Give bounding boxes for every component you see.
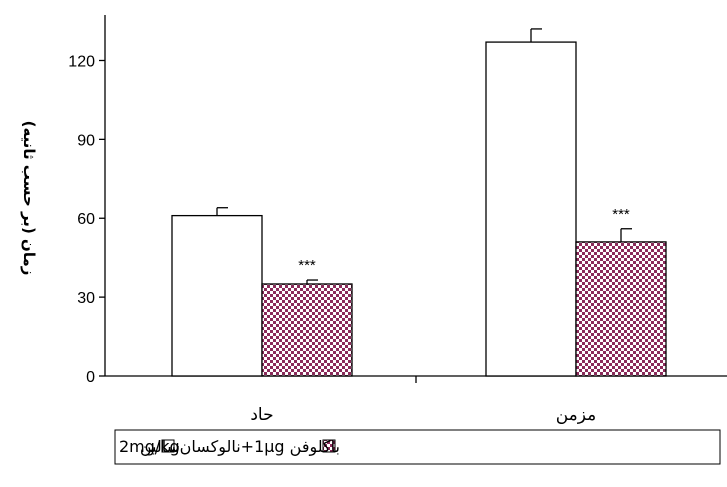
- bars-group: [171, 41, 667, 377]
- x-category-label: مزمن: [556, 405, 597, 425]
- category-labels-group: حاد مزمن: [250, 405, 596, 425]
- y-tick-label: 120: [68, 53, 95, 70]
- x-category-label: حاد: [250, 405, 273, 425]
- significance-marker: ***: [298, 257, 316, 274]
- y-ticks-group: 0 30 60 90 120: [68, 53, 105, 386]
- bar: [575, 241, 667, 377]
- legend-swatch-treatment: [322, 439, 336, 453]
- legend-frame: [114, 429, 721, 465]
- legend-swatch-saline: [161, 439, 175, 453]
- legend-label-saline: سالين: [140, 437, 180, 457]
- error-bars-group: *** ***: [216, 28, 632, 284]
- significance-marker: ***: [612, 206, 630, 223]
- y-tick-label: 60: [77, 211, 95, 228]
- bar: [485, 41, 577, 377]
- legend-label-treatment: باکلوفن 1μg+نالوکسان2mg/kg: [119, 437, 340, 457]
- bar: [171, 214, 263, 377]
- y-axis-label: زمان (بر حسب ثانیه): [20, 121, 38, 276]
- bar: [261, 283, 353, 377]
- y-tick-label: 0: [86, 369, 95, 386]
- y-tick-label: 90: [77, 132, 95, 149]
- legend: سالين باکلوفن 1μg+نالوکسان2mg/kg: [114, 429, 721, 465]
- y-tick-label: 30: [77, 290, 95, 307]
